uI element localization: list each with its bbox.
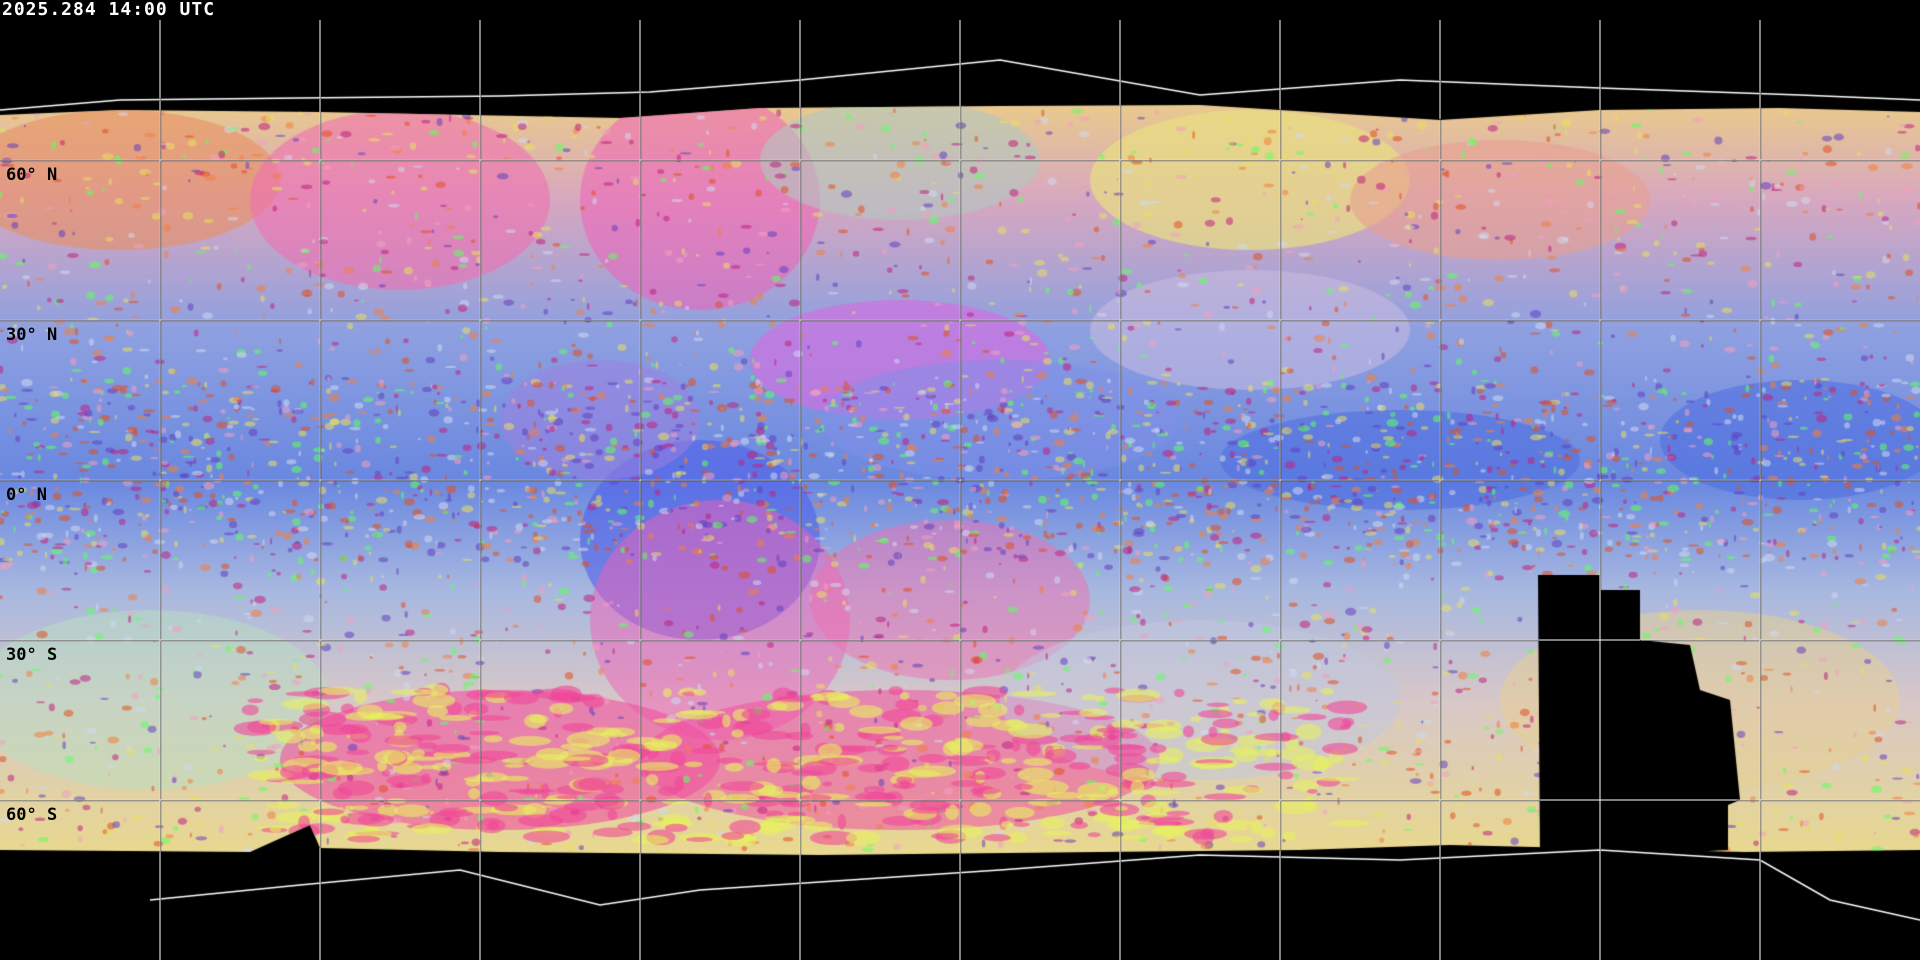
lat-label-0n: 0° N bbox=[6, 485, 47, 505]
timestamp-title: 2025.284 14:00 UTC bbox=[2, 0, 216, 20]
lat-label-30n: 30° N bbox=[6, 325, 58, 345]
lat-label-60s: 60° S bbox=[6, 805, 58, 825]
lat-label-30s: 30° S bbox=[6, 645, 58, 665]
lat-label-60n: 60° N bbox=[6, 165, 58, 185]
